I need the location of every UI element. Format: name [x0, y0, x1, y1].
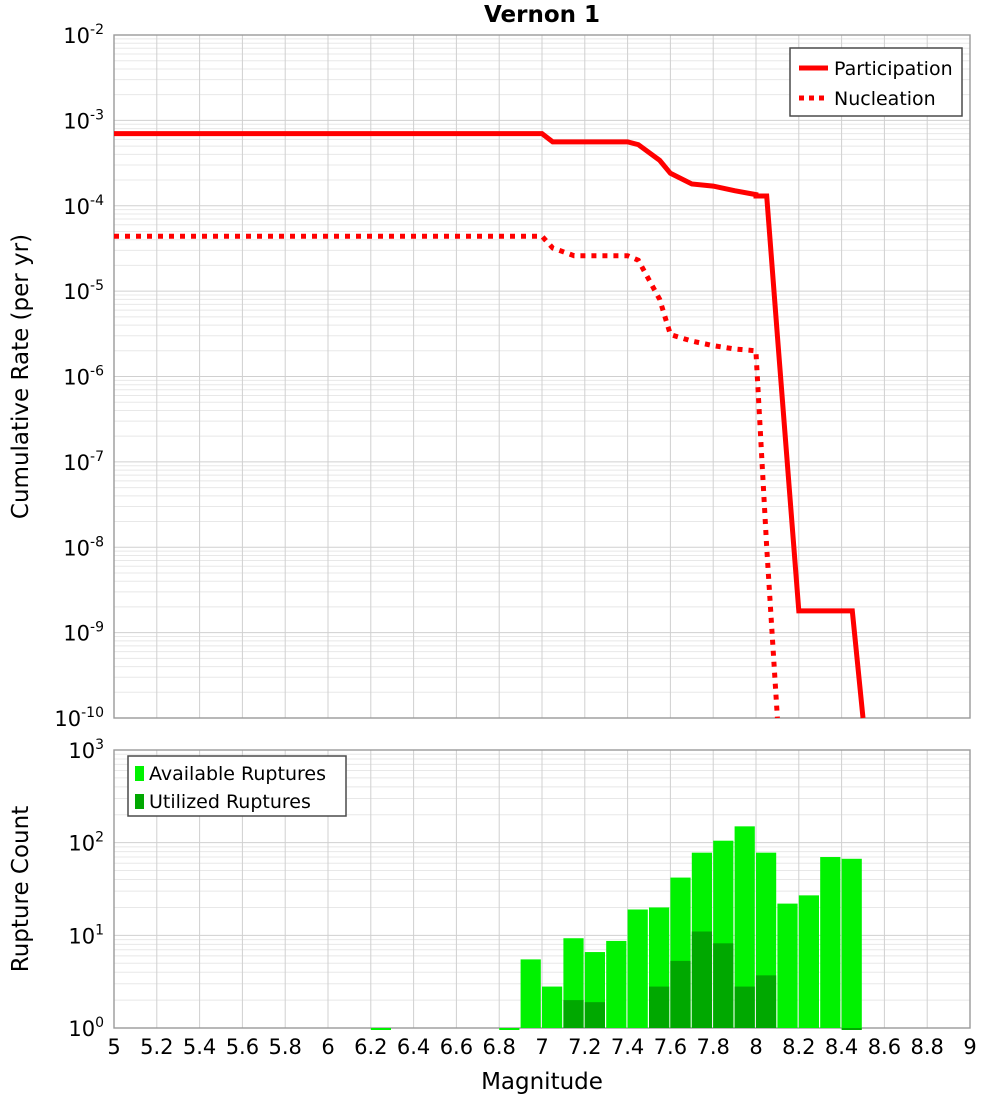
x-axis-label: Magnitude — [481, 1069, 603, 1095]
bar-utilized — [841, 1028, 862, 1030]
xtick-8.8: 8.8 — [910, 1035, 943, 1059]
top-ytick--7: 10-7 — [63, 449, 104, 475]
bottom-legend-swatch-0 — [135, 766, 144, 781]
x-axis: 5 5.2 5.4 5.6 5.8 6 6.2 6.4 6.6 6.8 7 7.2 7.4 7.6 7.8 8… — [107, 1035, 976, 1095]
xtick-7.2: 7.2 — [568, 1035, 601, 1059]
bar-available — [520, 959, 541, 1028]
bar-utilized — [649, 986, 670, 1028]
xtick-5.2: 5.2 — [140, 1035, 173, 1059]
bar-available — [542, 986, 563, 1028]
top-panel-ylabel: Cumulative Rate (per yr) — [8, 234, 34, 519]
xtick-7.4: 7.4 — [611, 1035, 644, 1059]
xtick-6.6: 6.6 — [440, 1035, 473, 1059]
bar-utilized — [713, 943, 734, 1028]
xtick-5.4: 5.4 — [183, 1035, 216, 1059]
bar-available — [777, 903, 798, 1028]
bottom-panel-legend: Available Ruptures Utilized Ruptures — [127, 755, 347, 817]
bar-utilized — [670, 960, 691, 1028]
xtick-5: 5 — [107, 1035, 120, 1059]
top-panel: 10-2 10-3 10-4 10-5 10-6 10-7 10-8 10-9 10-10 Cum… — [8, 22, 971, 731]
bottom-panel-ylabel: Rupture Count — [8, 806, 34, 972]
xtick-6.2: 6.2 — [354, 1035, 387, 1059]
bar-available — [798, 895, 819, 1028]
top-ytick--5: 10-5 — [63, 278, 104, 304]
bottom-legend-label-1: Utilized Ruptures — [149, 791, 311, 813]
top-panel-frame — [113, 34, 971, 719]
bar-utilized — [584, 1002, 605, 1028]
xtick-9: 9 — [963, 1035, 976, 1059]
bottom-ytick-0: 100 — [68, 1015, 104, 1041]
top-panel-legend: Participation Nucleation — [789, 47, 963, 117]
top-ytick--2: 10-2 — [63, 22, 104, 48]
xtick-6: 6 — [321, 1035, 334, 1059]
series-line-nucleation — [114, 233, 780, 719]
bar-available — [734, 826, 755, 1028]
bottom-legend-box — [127, 755, 347, 817]
xtick-5.6: 5.6 — [226, 1035, 259, 1059]
top-legend-label-0: Participation — [834, 58, 953, 80]
top-legend-box — [789, 47, 963, 117]
bottom-legend-swatch-1 — [135, 794, 144, 809]
bar-available — [499, 1028, 520, 1030]
top-ytick--3: 10-3 — [63, 107, 104, 133]
bottom-ytick-1: 101 — [68, 922, 104, 948]
top-ytick--8: 10-8 — [63, 534, 104, 560]
bar-available — [820, 857, 841, 1028]
xtick-7.8: 7.8 — [696, 1035, 729, 1059]
top-legend-label-1: Nucleation — [834, 88, 936, 110]
bar-available — [841, 858, 862, 1028]
xtick-6.4: 6.4 — [397, 1035, 430, 1059]
bar-available — [370, 1028, 391, 1030]
bottom-ytick-3: 103 — [68, 737, 104, 763]
xtick-7.6: 7.6 — [654, 1035, 687, 1059]
bar-utilized — [734, 986, 755, 1028]
top-ytick--10: 10-10 — [54, 705, 104, 731]
xtick-8.4: 8.4 — [825, 1035, 858, 1059]
xtick-6.8: 6.8 — [482, 1035, 515, 1059]
top-ytick--6: 10-6 — [63, 364, 104, 390]
bar-available — [606, 940, 627, 1028]
xtick-5.8: 5.8 — [268, 1035, 301, 1059]
bottom-legend-label-0: Available Ruptures — [149, 763, 326, 785]
top-ytick--9: 10-9 — [63, 620, 104, 646]
chart-title: Vernon 1 — [484, 2, 600, 28]
bottom-panel: 100 101 102 103 Rupture Count Available Ruptu… — [8, 737, 971, 1041]
bar-available — [627, 909, 648, 1028]
xtick-8.6: 8.6 — [868, 1035, 901, 1059]
bottom-ytick-2: 102 — [68, 830, 104, 856]
top-ytick--4: 10-4 — [63, 193, 104, 219]
bar-utilized — [756, 975, 777, 1028]
bar-utilized — [563, 1000, 584, 1028]
xtick-8.2: 8.2 — [782, 1035, 815, 1059]
bar-utilized — [691, 931, 712, 1028]
series-line-participation — [114, 131, 866, 719]
xtick-7: 7 — [535, 1035, 548, 1059]
xtick-8: 8 — [749, 1035, 762, 1059]
